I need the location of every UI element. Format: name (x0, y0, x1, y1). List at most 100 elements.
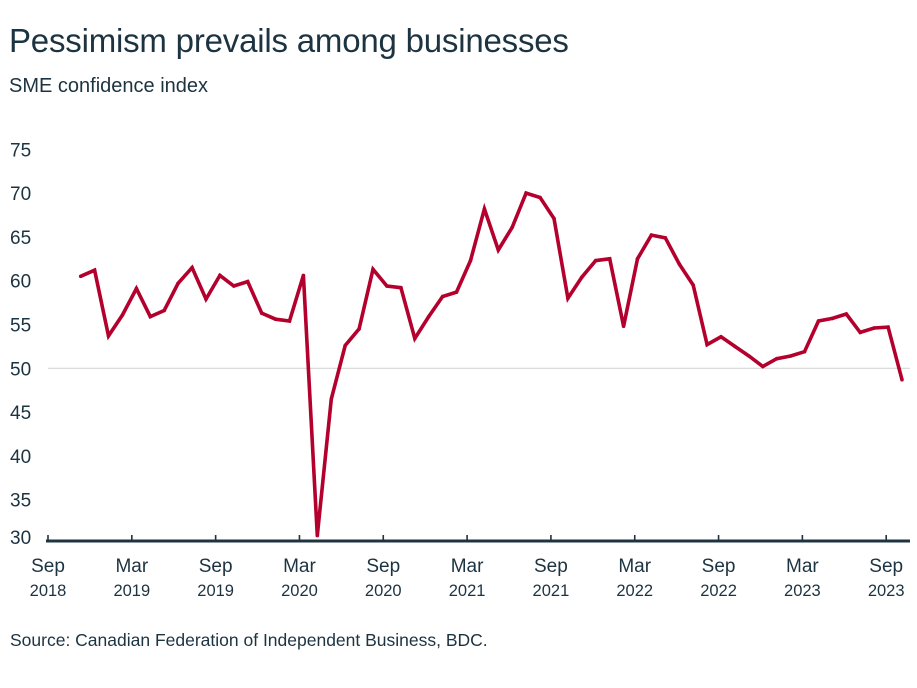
x-axis-ticks: Sep 2018 Mar 2019 Sep 2019 Mar 2020 Sep 2020 Mar 20… (30, 535, 905, 600)
x-tick-label-month: Mar (618, 556, 651, 577)
data-point (315, 533, 320, 538)
source-note: Source: Canadian Federation of Independe… (10, 630, 488, 650)
x-tick-label-month: Sep (366, 556, 400, 577)
data-point (92, 268, 97, 273)
data-point (900, 377, 904, 382)
y-tick-label: 65 (10, 228, 31, 249)
data-point (245, 279, 250, 284)
data-point (357, 327, 361, 331)
data-point (218, 273, 222, 278)
y-axis-tick-labels: 75 70 65 60 55 50 45 40 35 30 (10, 140, 31, 549)
data-point (677, 262, 682, 266)
data-point (399, 285, 403, 290)
data-point (663, 236, 668, 240)
data-point (691, 283, 695, 287)
y-tick-label: 60 (10, 272, 31, 293)
data-point (705, 342, 709, 347)
x-tick-label-year: 2020 (281, 582, 318, 600)
data-point (566, 296, 570, 301)
data-point (858, 330, 862, 335)
data-point (747, 354, 751, 358)
data-point (301, 273, 306, 278)
x-tick-label-year: 2020 (365, 582, 402, 600)
x-tick-label-month: Sep (199, 556, 233, 577)
data-point (176, 281, 180, 286)
x-tick-label-year: 2019 (197, 582, 234, 600)
data-point (719, 335, 723, 339)
x-tick-label-month: Mar (115, 556, 148, 577)
data-point (385, 284, 389, 288)
data-point (148, 314, 153, 319)
data-point (593, 258, 598, 263)
data-point (733, 344, 737, 349)
x-tick-label-year: 2023 (784, 582, 821, 600)
data-point (816, 319, 821, 323)
data-point (120, 313, 125, 317)
data-point (468, 258, 473, 263)
series-line-sme-confidence (79, 190, 904, 536)
data-point (538, 195, 542, 200)
data-point (496, 248, 501, 252)
x-tick-label-year: 2019 (113, 582, 150, 600)
data-point (649, 233, 654, 237)
y-tick-label: 50 (10, 359, 31, 380)
x-tick-label-month: Sep (534, 556, 568, 577)
data-point (886, 325, 890, 329)
x-tick-label-month: Sep (869, 556, 903, 577)
data-point (802, 349, 807, 354)
data-point (621, 324, 626, 329)
data-point (343, 343, 348, 348)
y-tick-label: 40 (10, 447, 31, 468)
x-tick-label-year: 2022 (700, 582, 737, 600)
data-point (635, 257, 640, 261)
data-point (580, 275, 584, 280)
chart-subtitle: SME confidence index (9, 75, 209, 97)
data-point (329, 397, 334, 401)
data-point (872, 326, 876, 330)
data-point (788, 354, 793, 358)
data-point (371, 267, 375, 272)
data-point (273, 317, 278, 322)
data-point (287, 319, 292, 323)
data-point (607, 257, 612, 261)
y-tick-label: 75 (10, 140, 31, 161)
data-point (454, 290, 459, 294)
x-tick-label-month: Sep (31, 556, 65, 577)
data-point (426, 314, 431, 319)
x-tick-label-year: 2022 (616, 582, 653, 600)
data-point (440, 294, 445, 299)
data-point (413, 336, 417, 341)
x-tick-label-year: 2021 (533, 582, 570, 600)
data-point (761, 364, 765, 369)
data-point (552, 216, 556, 221)
data-point (259, 311, 264, 315)
data-point (162, 308, 166, 313)
data-point (774, 356, 779, 361)
data-point (482, 207, 487, 211)
x-tick-label-month: Mar (451, 556, 484, 577)
data-point (134, 286, 139, 291)
x-tick-label-year: 2018 (30, 582, 67, 600)
y-tick-label: 55 (10, 316, 31, 337)
data-point (78, 274, 83, 279)
x-tick-label-month: Mar (786, 556, 819, 577)
data-point (844, 312, 849, 316)
data-points (78, 191, 904, 538)
y-tick-label: 70 (10, 184, 31, 205)
data-point (204, 297, 208, 301)
data-point (106, 334, 111, 338)
y-tick-label: 35 (10, 491, 31, 512)
x-tick-label-year: 2021 (449, 582, 486, 600)
data-point (190, 265, 194, 270)
x-tick-label-year: 2023 (868, 582, 905, 600)
data-point (510, 225, 514, 230)
chart-title: Pessimism prevails among businesses (9, 22, 569, 59)
data-point (830, 316, 835, 321)
x-tick-label-month: Sep (702, 556, 736, 577)
x-tick-label-month: Mar (283, 556, 316, 577)
y-tick-label: 30 (10, 528, 31, 549)
data-point (232, 284, 236, 288)
data-point (524, 191, 528, 195)
y-tick-label: 45 (10, 403, 31, 424)
